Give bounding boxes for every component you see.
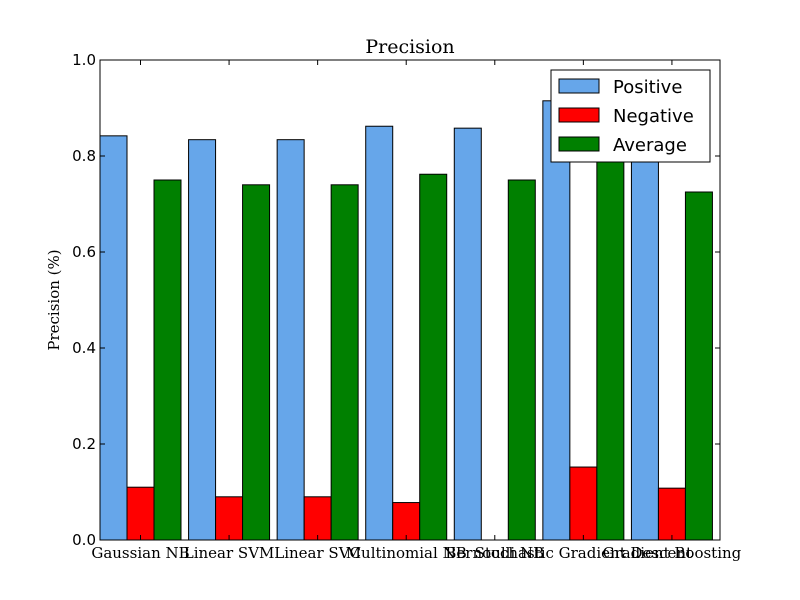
bar-negative-5 (569, 466, 598, 541)
bar-positive-3 (365, 125, 394, 541)
bar-average-3 (419, 173, 448, 541)
bar-positive-2 (276, 139, 305, 541)
x-tick-label: Bernoulli NB (445, 544, 544, 562)
bar-negative-0 (126, 486, 155, 541)
bar-average-6 (684, 191, 713, 541)
bar-average-5 (596, 160, 625, 541)
chart-title: Precision (365, 36, 454, 58)
bar-average-2 (330, 184, 359, 541)
bar-negative-6 (657, 487, 686, 541)
x-tick-label: Gradient Boosting (603, 544, 742, 562)
y-tick-label: 0.6 (72, 243, 96, 261)
bar-positive-4 (453, 127, 482, 541)
y-tick-label: 0.2 (72, 435, 96, 453)
legend-label-negative: Negative (613, 106, 694, 127)
x-tick-label: Stochastic Gradient Descent (475, 544, 692, 562)
bar-negative-3 (392, 502, 421, 541)
legend-swatch-negative (558, 107, 600, 123)
y-tick-label: 0.0 (72, 531, 96, 549)
x-tick-label: Gaussian NB (91, 544, 189, 562)
bar-positive-5 (542, 100, 571, 541)
bar-average-1 (242, 184, 271, 541)
y-axis-label: Precision (%) (45, 249, 63, 350)
bar-average-4 (507, 179, 536, 541)
legend-swatch-average (558, 136, 600, 152)
bar-positive-1 (188, 139, 217, 541)
y-tick-label: 0.8 (72, 147, 96, 165)
bar-negative-1 (215, 496, 244, 541)
y-tick-label: 0.4 (72, 339, 96, 357)
legend-swatch-positive (558, 78, 600, 94)
legend-label-positive: Positive (613, 77, 682, 98)
x-tick-label: Multinomial NB (346, 544, 467, 562)
bar-positive-0 (99, 135, 128, 541)
bar-positive-6 (630, 136, 659, 541)
y-tick-label: 1.0 (72, 51, 96, 69)
legend-label-average: Average (613, 135, 687, 156)
x-tick-label: Linear SVM (184, 544, 275, 562)
plot-frame (99, 59, 721, 541)
bar-average-0 (153, 179, 182, 541)
x-tick-label: Linear SVC (274, 544, 361, 562)
bar-negative-2 (303, 496, 332, 541)
